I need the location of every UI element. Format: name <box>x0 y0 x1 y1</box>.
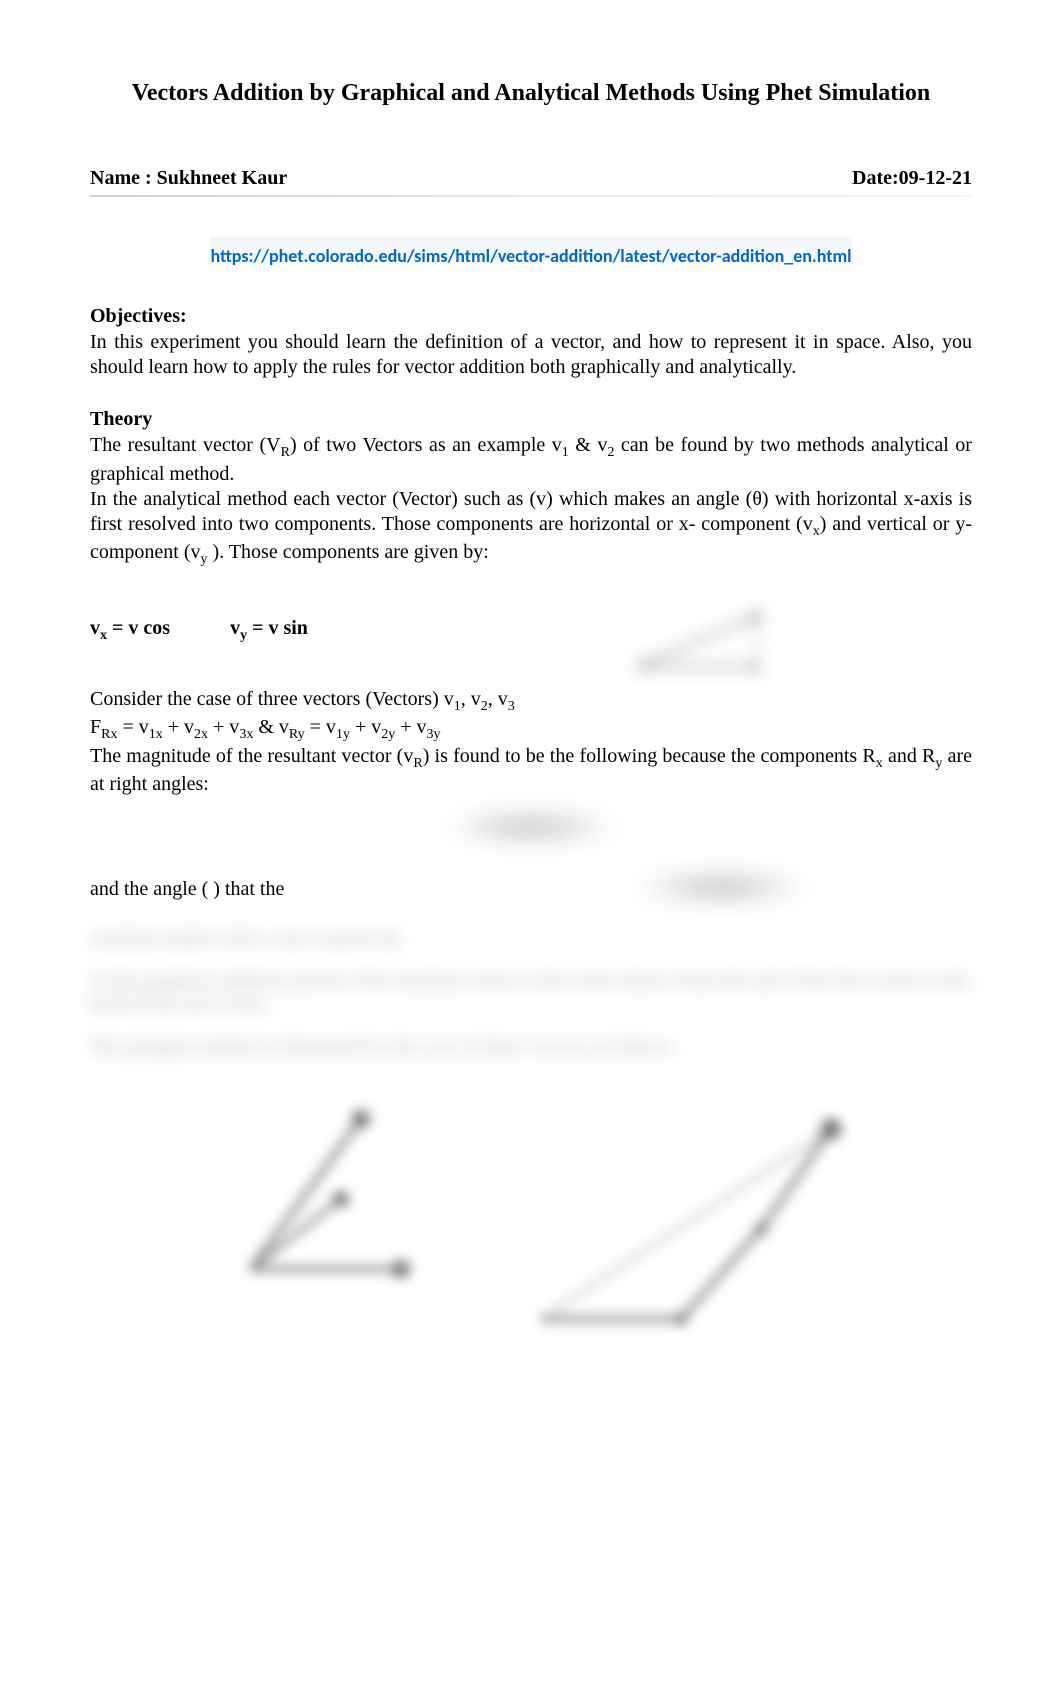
vector-diagram-right <box>501 1089 881 1349</box>
subscript: 3 <box>508 699 515 714</box>
subscript: R <box>413 756 422 771</box>
subscript: x <box>876 756 883 771</box>
theory-heading: Theory <box>90 408 972 431</box>
text-fragment: + v <box>208 716 239 738</box>
subscript: 1y <box>336 727 350 742</box>
subscript: 1 <box>454 699 461 714</box>
name-label: Name : Sukhneet Kaur <box>90 167 287 190</box>
vector-diagram-left <box>181 1089 461 1309</box>
subscript: Rx <box>101 727 117 742</box>
text-fragment: and R <box>883 745 936 767</box>
diagrams-row <box>90 1089 972 1349</box>
formula-row: vx = v cos vy = v sin <box>90 597 972 687</box>
vector-triangle-icon <box>616 597 796 687</box>
subscript: 3y <box>427 727 441 742</box>
three-vectors-line2: FRx = v1x + v2x + v3x & vRy = v1y + v2y … <box>90 715 972 744</box>
phet-link[interactable]: https://phet.colorado.edu/sims/html/vect… <box>210 245 851 267</box>
text-fragment: = v <box>117 716 148 738</box>
objectives-text: In this experiment you should learn the … <box>90 330 972 380</box>
subscript: 2 <box>481 699 488 714</box>
text-fragment: = v cos <box>107 617 170 639</box>
blurred-resultant-text: resultant makes with x-axis is given by <box>90 927 972 950</box>
subscript: 2x <box>194 727 208 742</box>
text-fragment: & v <box>253 716 289 738</box>
subscript: y <box>201 552 208 567</box>
header-row: Name : Sukhneet Kaur Date:09-12-21 <box>90 167 972 190</box>
text-fragment: + v <box>163 716 194 738</box>
text-fragment: The magnitude of the resultant vector (v <box>90 745 413 767</box>
text-fragment: v <box>230 617 240 639</box>
blurred-magnitude-formula <box>90 807 972 852</box>
component-formulas: vx = v cos vy = v sin <box>90 617 440 644</box>
blurred-graphical-text: In the graphical addition process The re… <box>90 970 972 1016</box>
text-fragment: The resultant vector (V <box>90 434 281 456</box>
text-fragment: = v sin <box>247 617 308 639</box>
subscript: 2y <box>381 727 395 742</box>
subscript: 3x <box>239 727 253 742</box>
date-label: Date:09-12-21 <box>852 167 972 190</box>
text-fragment: + v <box>395 716 426 738</box>
text-fragment: , v <box>461 688 481 710</box>
three-vectors-line1: Consider the case of three vectors (Vect… <box>90 687 972 716</box>
subscript: 1x <box>149 727 163 742</box>
header-underline <box>90 195 972 197</box>
text-fragment: Consider the case of three vectors (Vect… <box>90 688 454 710</box>
text-fragment: , v <box>488 688 508 710</box>
text-fragment: ) of two Vectors as an example v <box>290 434 562 456</box>
three-vectors-line3: The magnitude of the resultant vector (v… <box>90 744 972 798</box>
text-fragment: = v <box>305 716 336 738</box>
blurred-polygon-text: The polygon method is illustrated for th… <box>90 1036 972 1059</box>
blurred-angle-formula <box>470 867 972 912</box>
theory-para1: The resultant vector (VR) of two Vectors… <box>90 433 972 487</box>
subscript: x <box>100 628 107 643</box>
subscript: Ry <box>289 727 305 742</box>
angle-row: and the angle ( ) that the <box>90 867 972 912</box>
subscript: y <box>240 628 247 643</box>
objectives-heading: Objectives: <box>90 305 972 328</box>
angle-text: and the angle ( ) that the <box>90 878 470 901</box>
page-title: Vectors Addition by Graphical and Analyt… <box>90 80 972 107</box>
subscript: R <box>281 445 290 460</box>
text-fragment: F <box>90 716 101 738</box>
text-fragment: & v <box>569 434 608 456</box>
text-fragment: ). Those components are given by: <box>208 541 489 563</box>
small-diagram-container <box>440 597 972 687</box>
text-fragment: v <box>90 617 100 639</box>
link-container: https://phet.colorado.edu/sims/html/vect… <box>210 237 851 275</box>
subscript: x <box>813 524 820 539</box>
text-fragment: ) is found to be the following because t… <box>423 745 876 767</box>
subscript: 1 <box>562 445 569 460</box>
text-fragment: + v <box>350 716 381 738</box>
theory-para2: In the analytical method each vector (Ve… <box>90 487 972 569</box>
